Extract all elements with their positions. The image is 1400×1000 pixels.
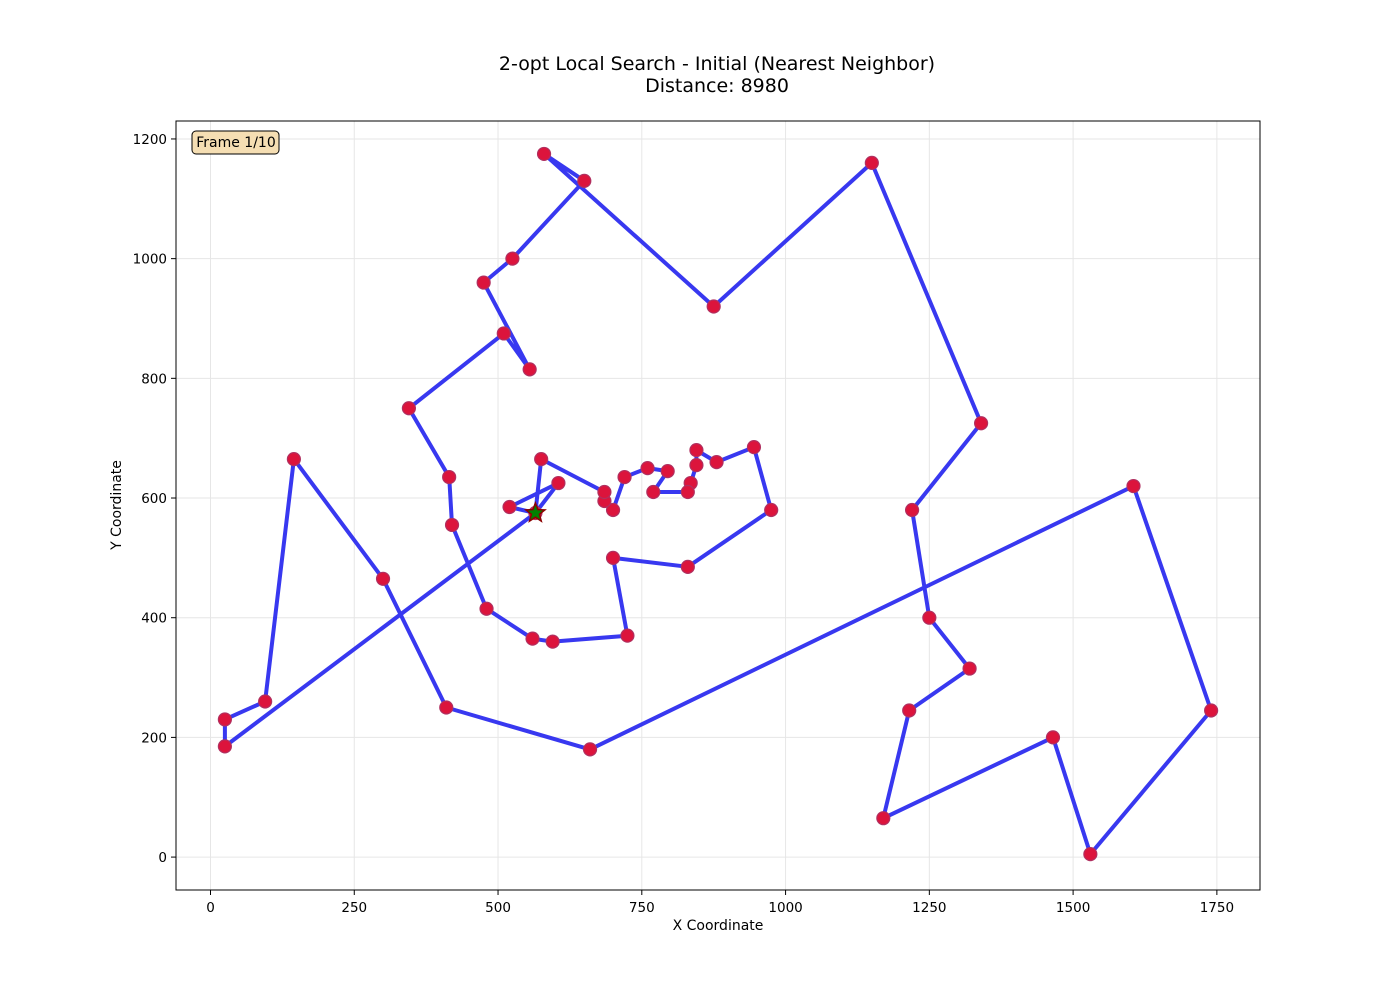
y-tick-label: 1200 (133, 132, 167, 148)
city-point (1045, 730, 1061, 745)
city-point (286, 452, 301, 467)
city-point (217, 739, 232, 754)
city-point (902, 703, 917, 718)
city-point (479, 601, 494, 616)
city-point (620, 628, 635, 643)
x-axis-label: X Coordinate (673, 918, 764, 934)
y-tick-label: 600 (141, 491, 167, 507)
city-point (876, 811, 891, 826)
city-point (680, 484, 695, 500)
city-point (536, 146, 552, 162)
start-star-marker (523, 500, 547, 523)
y-tick-label: 1000 (133, 252, 167, 268)
start-city (523, 500, 547, 523)
city-point (401, 401, 417, 416)
frame-badge-box (191, 130, 280, 155)
city-point (496, 326, 511, 341)
y-axis-label: Y Coordinate (109, 460, 125, 551)
city-point (962, 661, 977, 676)
x-tick-label: 1000 (768, 900, 802, 916)
y-axis-ticks: 0 200 400 600 800 1000 1200 (133, 132, 176, 866)
city-point (605, 550, 621, 565)
city-point (217, 712, 232, 727)
city-point (640, 460, 655, 476)
city-point (922, 610, 937, 625)
city-point (646, 484, 661, 500)
city-point (605, 502, 621, 518)
city-point (1204, 703, 1219, 718)
y-tick-label: 0 (158, 850, 167, 866)
city-point (258, 694, 273, 709)
city-point (375, 571, 391, 586)
city-point (577, 173, 592, 188)
frame-badge: Frame 1/10 (191, 130, 280, 155)
city-point (534, 452, 549, 467)
x-tick-label: 500 (485, 900, 511, 916)
plot-frame (175, 120, 1261, 891)
x-tick-label: 1750 (1200, 900, 1234, 916)
city-point (442, 469, 457, 485)
x-tick-label: 250 (341, 900, 367, 916)
x-tick-label: 0 (206, 900, 215, 916)
city-point (706, 299, 721, 314)
city-point (764, 502, 779, 518)
city-point (545, 634, 560, 649)
city-point (689, 458, 704, 473)
city-point (551, 475, 566, 491)
y-tick-label: 800 (141, 371, 167, 387)
chart-subtitle: Distance: 8980 (645, 75, 789, 97)
city-point (680, 559, 695, 574)
city-point (864, 155, 879, 170)
city-point (597, 484, 612, 500)
city-point (973, 416, 989, 431)
city-point (1083, 846, 1098, 862)
city-point (439, 700, 454, 715)
x-tick-label: 750 (629, 900, 655, 916)
y-tick-label: 200 (141, 730, 167, 746)
city-point (709, 455, 724, 470)
x-tick-label: 1250 (912, 900, 946, 916)
frame-badge-label: Frame 1/10 (196, 135, 276, 151)
city-point (522, 362, 537, 377)
x-tick-label: 1500 (1056, 900, 1090, 916)
city-point (660, 463, 675, 479)
city-point (505, 251, 520, 266)
city-point (476, 275, 491, 290)
y-tick-label: 400 (141, 611, 167, 627)
city-point (1126, 478, 1141, 494)
grid-lines (176, 121, 1260, 890)
city-points (217, 146, 1219, 862)
chart-title: 2-opt Local Search - Initial (Nearest Ne… (499, 53, 935, 75)
city-point (904, 502, 920, 518)
city-point (525, 631, 540, 646)
x-axis-ticks: 0 250 500 750 1000 1250 1500 1750 (206, 890, 1234, 916)
city-point (617, 469, 632, 485)
city-point (582, 742, 598, 757)
city-point (444, 517, 460, 533)
city-point (689, 443, 704, 458)
city-point (746, 440, 762, 455)
city-point (502, 499, 517, 515)
